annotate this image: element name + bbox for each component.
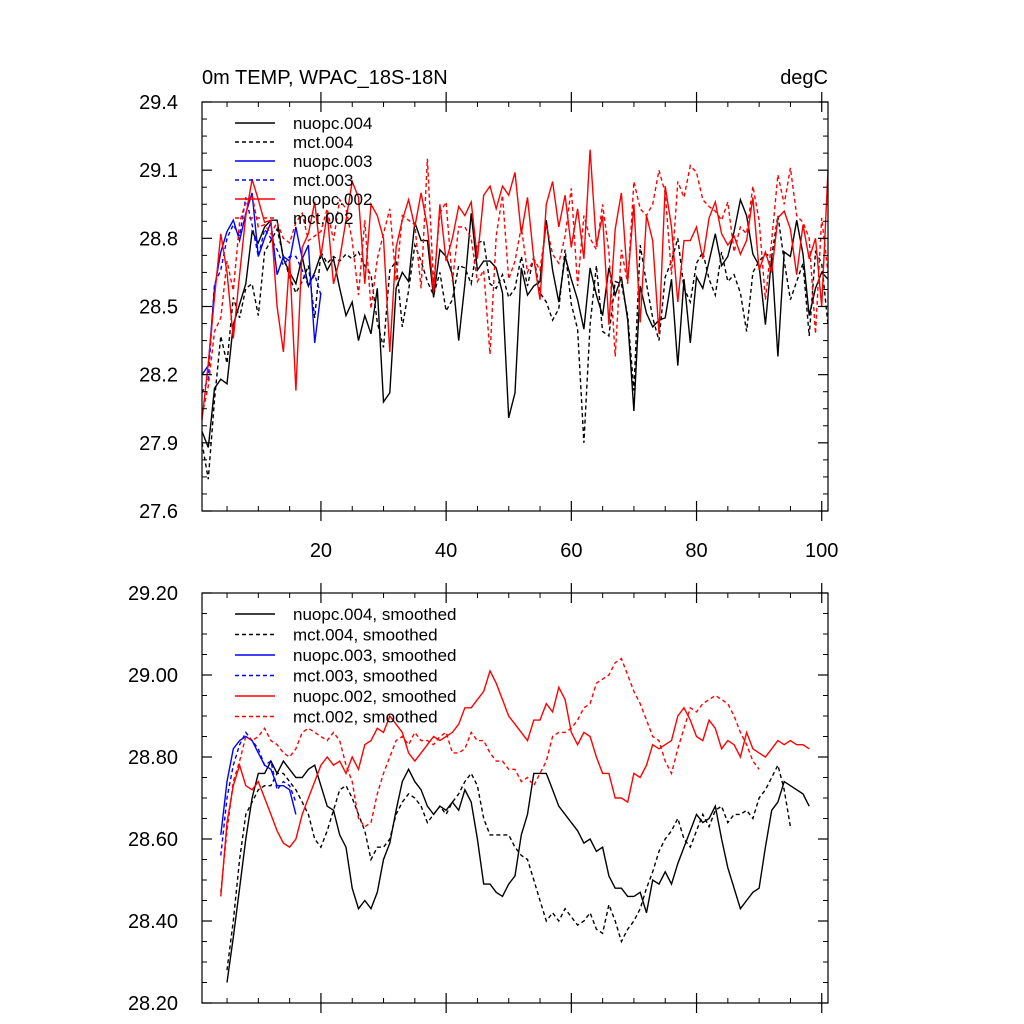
series-line-2: [220, 735, 297, 835]
legend-label: mct.003: [293, 171, 353, 190]
top-title: 0m TEMP, WPAC_18S-18N: [202, 67, 448, 89]
series-line-1: [226, 763, 792, 971]
y-tick-label: 27.9: [139, 433, 178, 455]
legend-label: nuopc.004: [293, 114, 372, 133]
series-line-4: [220, 669, 810, 897]
y-tick-label: 28.80: [128, 747, 178, 769]
legend-label: nuopc.002, smoothed: [293, 687, 457, 706]
legend-label: nuopc.002: [293, 190, 372, 209]
series-line-4: [201, 149, 829, 421]
y-tick-label: 28.40: [128, 911, 178, 933]
y-tick-label: 28.60: [128, 829, 178, 851]
y-tick-label: 28.8: [139, 228, 178, 250]
y-tick-label: 29.00: [128, 665, 178, 687]
x-tick-label: 60: [560, 540, 582, 562]
series-line-1: [201, 215, 829, 480]
series-line-0: [226, 759, 810, 983]
series-line-3: [220, 731, 297, 856]
legend-label: nuopc.003: [293, 152, 372, 171]
y-tick-label: 29.4: [139, 92, 178, 114]
x-tick-label: 40: [435, 540, 457, 562]
legend-label: mct.004, smoothed: [293, 626, 438, 645]
y-tick-label: 27.6: [139, 501, 178, 523]
y-tick-label: 28.20: [128, 993, 178, 1015]
series-line-5: [201, 158, 829, 416]
legend-label: mct.002: [293, 209, 353, 228]
x-tick-label: 100: [805, 540, 838, 562]
y-tick-label: 29.1: [139, 160, 178, 182]
top-units: degC: [780, 67, 828, 89]
legend-label: mct.004: [293, 133, 353, 152]
x-tick-label: 20: [310, 540, 332, 562]
series-line-2: [201, 192, 322, 376]
legend-label: nuopc.004, smoothed: [293, 605, 457, 624]
legend-label: mct.003, smoothed: [293, 667, 438, 686]
bottom-panel: 28.20 28.40 28.60 28.80 29.00 29.20 nuopc.004,…: [128, 583, 829, 1015]
y-tick-label: 29.20: [128, 583, 178, 605]
legend-label: mct.002, smoothed: [293, 708, 438, 727]
top-panel: 0m TEMP, WPAC_18S-18N degC 20 40 60 80 100 27…: [139, 67, 838, 562]
series-line-5: [220, 657, 760, 893]
y-tick-label: 28.2: [139, 365, 178, 387]
x-tick-label: 80: [685, 540, 707, 562]
legend-label: nuopc.003, smoothed: [293, 646, 457, 665]
y-tick-label: 28.5: [139, 297, 178, 319]
